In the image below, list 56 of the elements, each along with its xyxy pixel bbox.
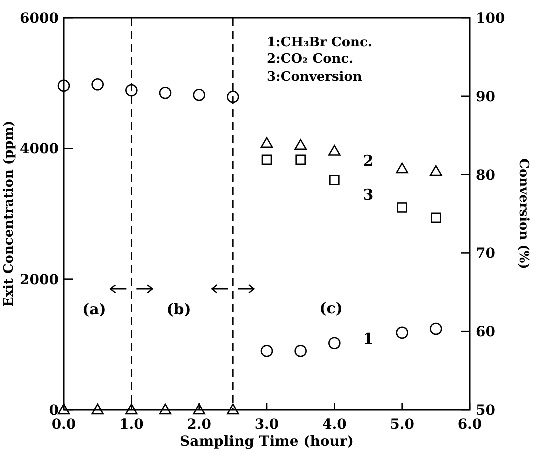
point — [328, 145, 341, 156]
point — [396, 326, 408, 340]
point — [330, 175, 340, 186]
y-tick-label: 2000 — [20, 272, 60, 288]
x-tick-label: 4.0 — [322, 417, 348, 433]
series-label: 1 — [363, 330, 374, 348]
point — [92, 404, 104, 415]
y2-tick-label: 70 — [476, 246, 496, 262]
point — [260, 345, 274, 358]
annotation: (a) — [82, 300, 106, 318]
annotation: (c) — [320, 300, 343, 318]
annotation: 2:CO₂ Conc. — [267, 52, 354, 67]
point — [159, 404, 172, 415]
x-tick-label: 6.0 — [458, 417, 482, 433]
x-axis-title: Sampling Time (hour) — [180, 434, 354, 450]
point — [430, 322, 442, 336]
point — [430, 165, 442, 176]
point — [126, 84, 138, 97]
point — [294, 139, 307, 150]
y2-tick-label: 100 — [476, 11, 506, 27]
y-tick-label: 0 — [49, 403, 60, 419]
point — [159, 86, 172, 100]
y2-axis-title: Conversion (%) — [516, 158, 531, 270]
annotation: 1:CH₃Br Conc. — [267, 36, 372, 51]
y2-tick-label: 50 — [476, 403, 496, 419]
point — [397, 202, 408, 213]
y-tick-label: 6000 — [20, 11, 60, 27]
point — [227, 90, 240, 104]
x-tick-label: 2.0 — [187, 417, 212, 433]
series-label: 2 — [363, 152, 374, 170]
point — [260, 137, 274, 148]
y2-tick-label: 80 — [476, 168, 496, 184]
point — [92, 78, 104, 91]
series-label: 3 — [363, 186, 374, 204]
x-tick-label: 3.0 — [254, 417, 280, 433]
point — [328, 337, 341, 350]
point — [396, 162, 408, 174]
annotation: 3:Conversion — [267, 70, 363, 86]
point — [294, 345, 307, 358]
point — [58, 80, 70, 92]
y2-tick-label: 90 — [476, 89, 496, 106]
point — [431, 212, 442, 224]
point — [58, 404, 70, 415]
point — [193, 404, 206, 415]
x-tick-label: 0.0 — [52, 417, 76, 433]
y-axis-title: Exit Concentration (ppm) — [2, 120, 17, 308]
y-tick-label: 4000 — [20, 142, 60, 158]
annotation: (b) — [166, 300, 192, 318]
point — [193, 88, 206, 102]
point — [262, 154, 272, 166]
y2-tick-label: 60 — [476, 324, 496, 341]
x-tick-label: 5.0 — [390, 417, 415, 433]
x-tick-label: 1.0 — [119, 417, 144, 433]
point — [126, 404, 138, 415]
point — [296, 154, 306, 166]
point — [227, 404, 240, 415]
